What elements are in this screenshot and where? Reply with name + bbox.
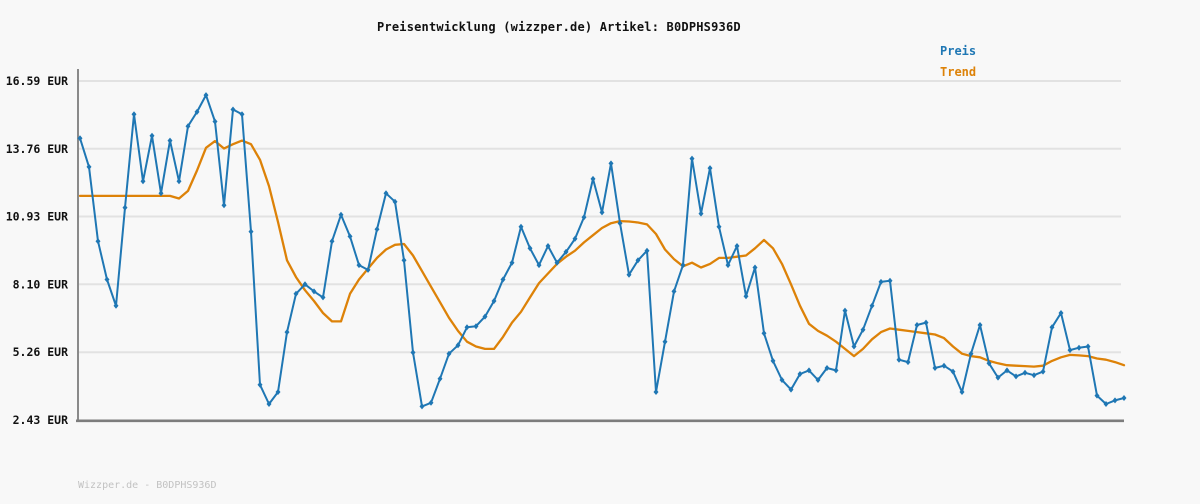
legend-item-preis: Preis — [940, 44, 977, 58]
y-axis-tick-label: 8.10 EUR — [13, 277, 68, 291]
watermark-text: Wizzper.de - B0DPHS936D — [78, 480, 217, 491]
trend-series-line — [78, 139, 1126, 368]
y-axis-tick-label: 5.26 EUR — [13, 345, 68, 359]
y-axis-tick-label: 13.76 EUR — [6, 142, 68, 156]
preis-series-markers — [77, 92, 1127, 410]
legend-item-trend: Trend — [940, 65, 977, 79]
chart-legend: Preis Trend — [940, 41, 976, 83]
y-axis-tick-label: 10.93 EUR — [6, 210, 68, 224]
y-axis-tick-label: 2.43 EUR — [13, 413, 68, 427]
page-title: Preisentwicklung (wizzper.de) Artikel: B… — [377, 20, 741, 34]
y-axis-tick-label: 16.59 EUR — [6, 74, 68, 88]
